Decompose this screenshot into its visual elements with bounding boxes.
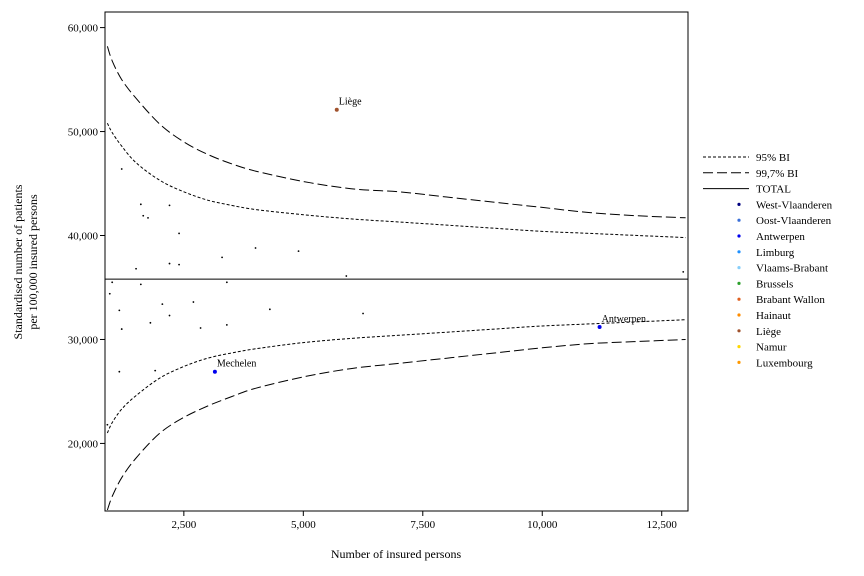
data-point xyxy=(345,275,348,277)
legend-marker xyxy=(737,345,741,349)
data-point xyxy=(168,204,171,207)
data-point xyxy=(118,370,121,373)
data-point xyxy=(149,321,152,324)
x-tick-label: 10,000 xyxy=(527,519,558,531)
plot-layer: Liège Antwerpen Mechelen xyxy=(105,46,688,511)
data-point xyxy=(178,232,180,235)
legend-label: Liège xyxy=(756,326,781,338)
ci997-upper-curve xyxy=(106,46,686,219)
data-point xyxy=(118,309,121,312)
data-point xyxy=(161,303,164,306)
legend-marker xyxy=(737,281,741,285)
data-point xyxy=(362,312,364,315)
legend-label: Namur xyxy=(756,342,787,354)
data-point xyxy=(147,216,149,219)
data-point xyxy=(135,267,137,270)
data-point xyxy=(225,324,228,326)
data-point xyxy=(297,250,300,253)
point-label: Liège xyxy=(339,97,362,108)
legend-label: 95% BI xyxy=(756,152,790,164)
point-label: Mechelen xyxy=(217,359,256,370)
y-tick-label: 60,000 xyxy=(68,23,99,35)
legend-label: Brussels xyxy=(756,278,793,290)
legend-label: Hainaut xyxy=(756,310,791,322)
data-point xyxy=(168,262,171,265)
data-point xyxy=(139,283,142,286)
data-point xyxy=(142,214,145,217)
x-axis-label: Number of insured persons xyxy=(331,547,462,561)
y-tick-label: 50,000 xyxy=(68,127,99,139)
x-tick-label: 2,500 xyxy=(171,519,196,531)
legend-marker xyxy=(737,297,741,301)
y-tick-label: 20,000 xyxy=(68,438,99,450)
legend-label: Brabant Wallon xyxy=(756,294,825,306)
data-point xyxy=(154,369,157,372)
y-axis: 20,000 30,000 40,000 50,000 60,000 xyxy=(68,23,105,450)
data-point xyxy=(168,314,171,317)
ci95-upper-curve xyxy=(106,122,686,239)
legend-label: Vlaams-Brabant xyxy=(756,263,828,275)
data-point xyxy=(199,327,202,329)
legend-label: Antwerpen xyxy=(756,231,805,243)
legend-label: 99,7% BI xyxy=(756,168,799,180)
legend-label: West-Vlaanderen xyxy=(756,199,833,211)
plot-area-frame xyxy=(104,11,689,512)
ci997-lower-curve xyxy=(106,339,686,511)
data-point xyxy=(106,423,109,426)
ci95-lower-curve xyxy=(106,319,686,434)
y-tick-label: 40,000 xyxy=(68,231,99,243)
legend-marker xyxy=(737,313,741,317)
data-point xyxy=(254,247,257,249)
data-point xyxy=(225,281,228,284)
data-point xyxy=(139,203,142,206)
highlighted-point xyxy=(212,369,217,374)
legend-label: TOTAL xyxy=(756,184,791,196)
y-axis-label-line-2: per 100,000 insured persons xyxy=(26,194,40,330)
data-point xyxy=(178,263,180,266)
legend-marker xyxy=(737,218,741,222)
x-tick-label: 7,500 xyxy=(410,519,435,531)
x-axis: 2,500 5,000 7,500 10,000 12,500 xyxy=(171,511,677,531)
legend-label: Limburg xyxy=(756,247,795,259)
legend: 95% BI 99,7% BI TOTAL West-Vlaanderen Oost-V… xyxy=(703,152,833,369)
legend-marker xyxy=(737,266,741,270)
legend-marker xyxy=(737,329,741,333)
legend-marker xyxy=(737,250,741,254)
data-point xyxy=(192,301,195,303)
highlighted-point xyxy=(334,107,339,112)
data-point xyxy=(268,308,271,311)
y-axis-label-line-1: Standardised number of patients xyxy=(11,184,25,339)
highlighted-point xyxy=(597,324,602,329)
point-label: Antwerpen xyxy=(602,314,646,325)
data-point xyxy=(111,281,114,284)
legend-label: Luxembourg xyxy=(756,357,813,369)
data-point xyxy=(682,270,685,273)
data-point xyxy=(108,292,111,295)
x-tick-label: 5,000 xyxy=(291,519,316,531)
legend-marker xyxy=(737,360,741,364)
legend-marker xyxy=(737,234,741,238)
legend-marker xyxy=(737,202,741,206)
x-tick-label: 12,500 xyxy=(647,519,678,531)
y-tick-label: 30,000 xyxy=(68,334,99,346)
data-point xyxy=(120,328,123,330)
legend-label: Oost-Vlaanderen xyxy=(756,215,832,227)
data-point xyxy=(120,168,123,170)
data-point xyxy=(221,256,223,259)
